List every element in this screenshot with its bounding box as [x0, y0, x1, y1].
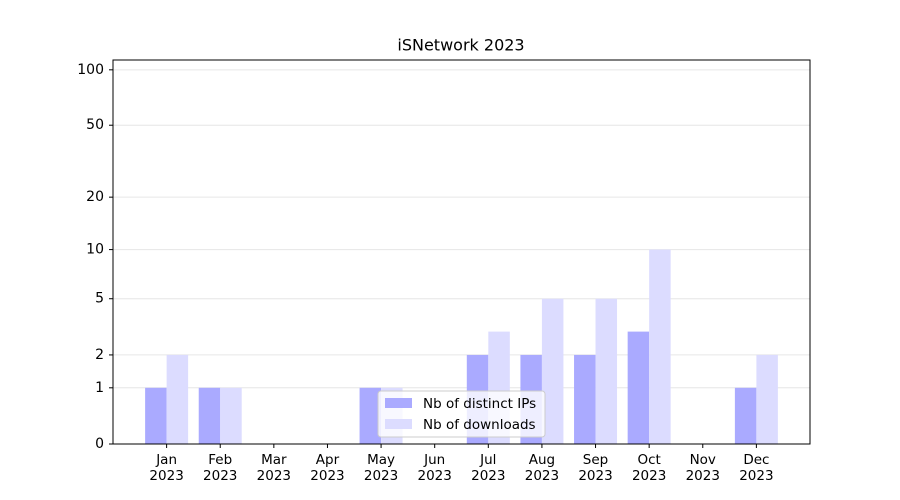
- x-tick-label: Oct 2023: [631, 452, 667, 484]
- x-tick-label: Jun 2023: [417, 452, 452, 484]
- y-tick-label: 50: [86, 117, 104, 133]
- y-tick-label: 100: [77, 62, 104, 78]
- plot-frame: [112, 59, 811, 445]
- x-tick-label: Apr 2023: [310, 452, 345, 484]
- x-tick-label: Dec 2023: [739, 452, 774, 484]
- legend-box: [377, 390, 546, 438]
- y-tick-label: 1: [95, 380, 104, 396]
- x-tick-label: Jul 2023: [471, 452, 506, 484]
- bar: [756, 354, 778, 444]
- x-tick-label: Nov 2023: [685, 452, 720, 484]
- bar: [541, 298, 564, 444]
- legend: Nb of distinct IPs Nb of downloads: [377, 390, 546, 438]
- y-tick-label: 0: [95, 436, 104, 452]
- bar: [649, 249, 671, 444]
- bar: [359, 387, 382, 444]
- bar: [220, 387, 242, 444]
- x-tick-label: Aug 2023: [524, 452, 560, 484]
- x-tick-label: Jan 2023: [149, 452, 184, 484]
- y-tick-label: 2: [95, 347, 104, 363]
- legend-label: Nb of downloads: [423, 417, 536, 433]
- chart-title: iSNetwork 2023: [397, 36, 524, 55]
- y-tick-label: 20: [86, 189, 104, 205]
- legend-swatch: [385, 398, 412, 408]
- bar: [574, 354, 596, 444]
- legend-label: Nb of distinct IPs: [423, 396, 536, 412]
- y-tick-label: 10: [86, 242, 104, 258]
- legend-swatch: [385, 419, 412, 429]
- bar: [595, 298, 618, 444]
- bar: [198, 387, 221, 444]
- x-tick-label: Sep 2023: [578, 452, 613, 484]
- x-tick-label: Feb 2023: [203, 452, 238, 484]
- x-tick-label: May 2023: [363, 452, 399, 484]
- bar: [734, 387, 757, 444]
- bar: [627, 331, 650, 444]
- bar: [166, 354, 189, 444]
- bar: [145, 387, 167, 444]
- x-tick-label: Mar 2023: [256, 452, 292, 484]
- y-tick-label: 5: [95, 291, 104, 307]
